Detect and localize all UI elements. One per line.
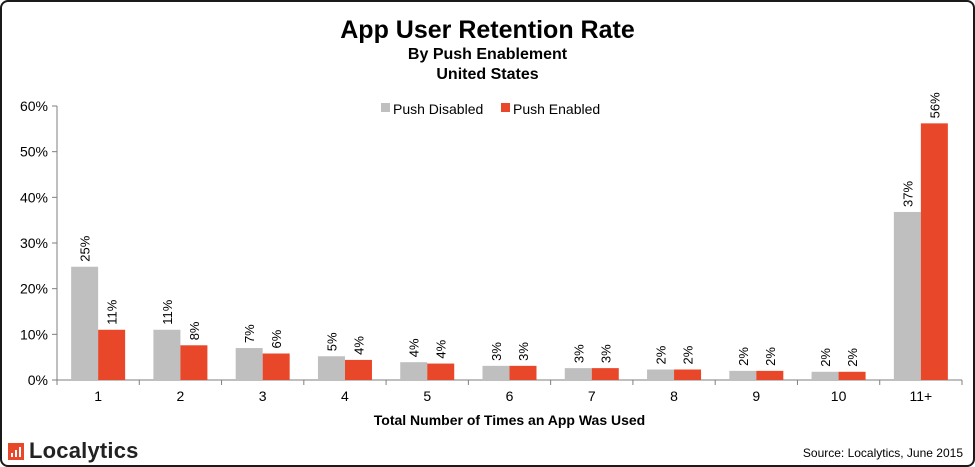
legend-swatch (381, 103, 390, 112)
data-label: 6% (269, 329, 284, 348)
data-label: 2% (763, 347, 778, 366)
bar-push-enabled (180, 345, 208, 380)
chart-subtitle-2: United States (436, 66, 539, 83)
bar-chart: 0%10%20%30%40%50%60%125%11%211%8%37% 6%45… (20, 92, 963, 428)
data-label: 3% (598, 344, 613, 363)
data-label: 11% (160, 299, 175, 324)
x-tick-label: 8 (670, 388, 678, 404)
bar-push-enabled (344, 359, 372, 380)
data-label: 3% (489, 342, 504, 361)
data-label: 3% (516, 342, 531, 361)
x-tick-label: 10 (831, 388, 847, 404)
data-label: 5% (324, 332, 339, 351)
bar-push-enabled (427, 363, 455, 380)
legend-swatch (501, 103, 510, 112)
data-label: 7% (242, 324, 257, 343)
bar-push-disabled (153, 329, 181, 380)
x-tick-label: 7 (588, 388, 596, 404)
bar-push-disabled (729, 370, 757, 380)
data-label: 2% (845, 348, 860, 367)
data-label: 25% (78, 235, 93, 261)
bar-push-disabled (400, 362, 428, 380)
bar-push-disabled (893, 211, 921, 380)
y-tick-label: 40% (20, 189, 48, 205)
data-label: 2% (654, 345, 669, 364)
chart-subtitle-1: By Push Enablement (407, 46, 568, 63)
bar-push-enabled (920, 123, 948, 380)
x-tick-label: 9 (752, 388, 760, 404)
bar-push-disabled (482, 365, 510, 380)
logo-text: Localytics (29, 438, 139, 463)
data-label: 2% (681, 345, 696, 364)
x-tick-label: 11+ (910, 388, 933, 404)
data-label: 4% (434, 339, 449, 358)
y-tick-label: 30% (20, 235, 48, 251)
data-label: 8% (187, 321, 202, 340)
y-tick-label: 60% (20, 98, 48, 114)
bar-push-disabled (317, 356, 345, 380)
bar-push-disabled (564, 368, 592, 380)
data-label: 56% (927, 92, 942, 118)
x-tick-label: 2 (177, 388, 185, 404)
bar-push-disabled (647, 369, 675, 380)
legend-label: Push Enabled (513, 101, 600, 117)
data-label: 2% (818, 348, 833, 367)
bar-push-enabled (591, 368, 619, 380)
data-label: 4% (351, 336, 366, 355)
x-tick-label: 5 (423, 388, 431, 404)
bar-push-enabled (509, 365, 537, 380)
bar-push-enabled (262, 353, 290, 380)
x-tick-label: 3 (259, 388, 267, 404)
localytics-logo: Localytics (8, 438, 139, 464)
logo-bars-icon (8, 442, 24, 460)
data-label: 3% (571, 344, 586, 363)
source-note: Source: Localytics, June 2015 (802, 446, 963, 460)
data-label: 4% (407, 338, 422, 357)
y-tick-label: 50% (20, 144, 48, 160)
data-label: 2% (736, 347, 751, 366)
legend-label: Push Disabled (393, 101, 483, 117)
bar-push-enabled (838, 371, 866, 380)
data-label: 37% (900, 180, 915, 206)
x-tick-label: 6 (506, 388, 514, 404)
bar-push-enabled (756, 370, 784, 380)
x-tick-label: 1 (94, 388, 102, 404)
bar-push-disabled (235, 348, 263, 380)
y-tick-label: 20% (20, 281, 48, 297)
y-tick-label: 0% (28, 372, 48, 388)
x-axis-title: Total Number of Times an App Was Used (374, 412, 645, 428)
data-label: 11% (105, 299, 120, 324)
bar-push-disabled (71, 266, 99, 380)
chart-title: App User Retention Rate (340, 16, 635, 44)
y-tick-label: 10% (20, 326, 48, 342)
bar-push-enabled (674, 369, 702, 380)
bar-push-enabled (98, 329, 126, 380)
x-tick-label: 4 (341, 388, 349, 404)
bar-push-disabled (811, 371, 839, 380)
